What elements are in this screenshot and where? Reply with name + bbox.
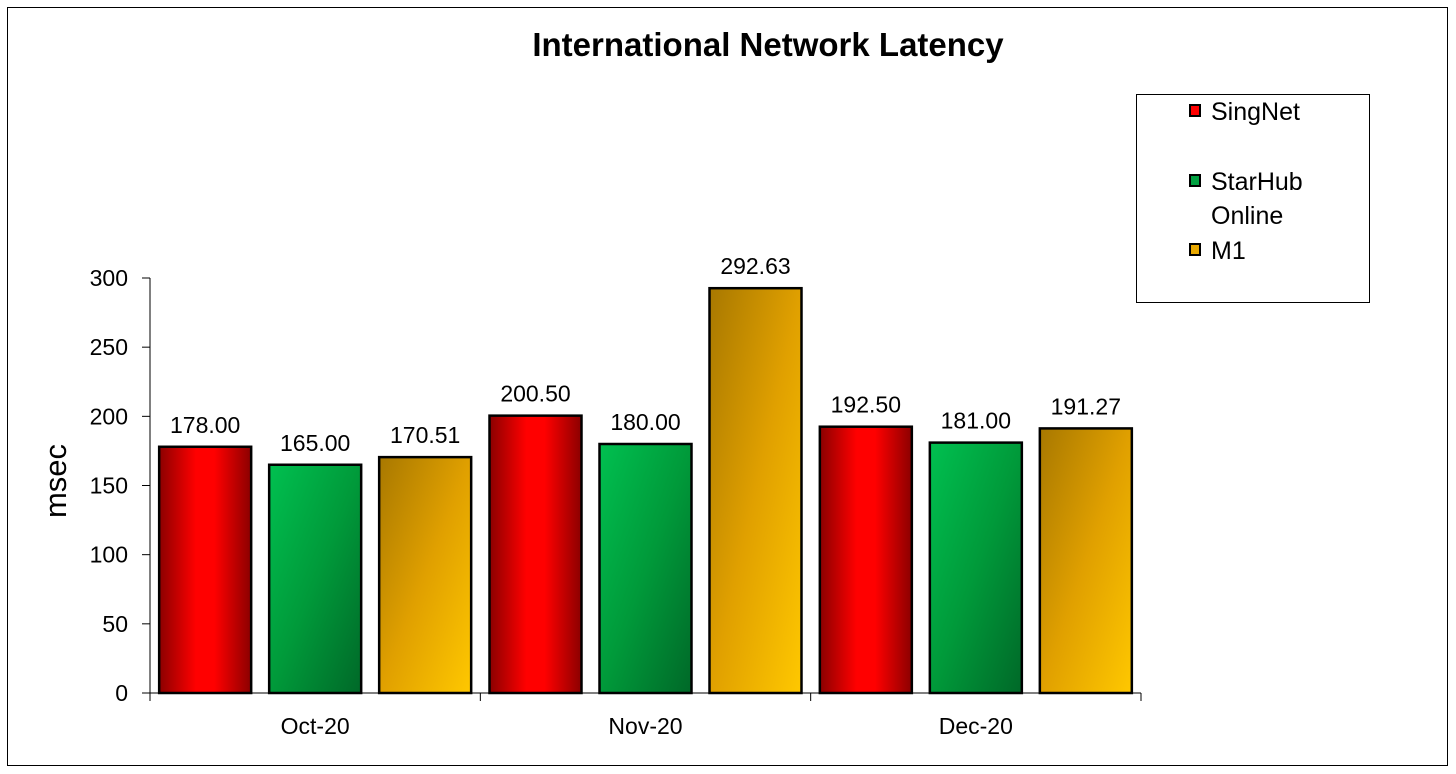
y-tick-label: 200 (90, 403, 128, 429)
bar-starhub-online (928, 441, 1024, 695)
legend-item-starhub-online: StarHub Online (1189, 165, 1341, 233)
bar-m1 (1038, 427, 1134, 695)
data-label: 170.51 (390, 422, 460, 448)
data-label: 200.50 (500, 381, 570, 407)
data-label: 192.50 (831, 392, 901, 418)
legend-swatch-m1 (1189, 243, 1201, 256)
legend: SingNet StarHub Online M1 (1136, 94, 1370, 303)
legend-label-m1: M1 (1211, 237, 1246, 265)
bar-singnet (488, 414, 583, 695)
y-axis-title: msec (38, 444, 73, 518)
bar-singnet (157, 445, 253, 695)
legend-swatch-starhub-online (1189, 174, 1201, 187)
x-tick-label: Nov-20 (608, 713, 682, 739)
data-label: 165.00 (280, 430, 350, 456)
legend-item-singnet: SingNet (1189, 95, 1341, 129)
bar-singnet (818, 425, 914, 695)
data-label: 178.00 (170, 412, 240, 438)
legend-swatch-singnet (1189, 104, 1201, 117)
y-tick-label: 50 (102, 611, 128, 637)
chart-title: International Network Latency (532, 26, 1004, 63)
y-tick-label: 300 (90, 265, 128, 291)
data-label: 292.63 (720, 253, 790, 279)
data-label: 191.27 (1051, 393, 1121, 419)
legend-item-m1: M1 (1189, 234, 1341, 268)
y-tick-label: 150 (90, 473, 128, 499)
y-tick-label: 0 (115, 680, 128, 706)
data-label: 181.00 (941, 408, 1011, 434)
y-tick-label: 100 (90, 542, 128, 568)
bar-starhub-online (598, 442, 693, 695)
legend-label-starhub-online: StarHub Online (1211, 168, 1303, 230)
bar-m1 (708, 286, 803, 695)
data-label: 180.00 (610, 409, 680, 435)
bar-m1 (377, 455, 473, 695)
y-tick-label: 250 (90, 334, 128, 360)
x-tick-label: Dec-20 (939, 713, 1013, 739)
x-tick-label: Oct-20 (281, 713, 350, 739)
bar-starhub-online (267, 463, 363, 695)
legend-label-singnet: SingNet (1211, 98, 1300, 126)
